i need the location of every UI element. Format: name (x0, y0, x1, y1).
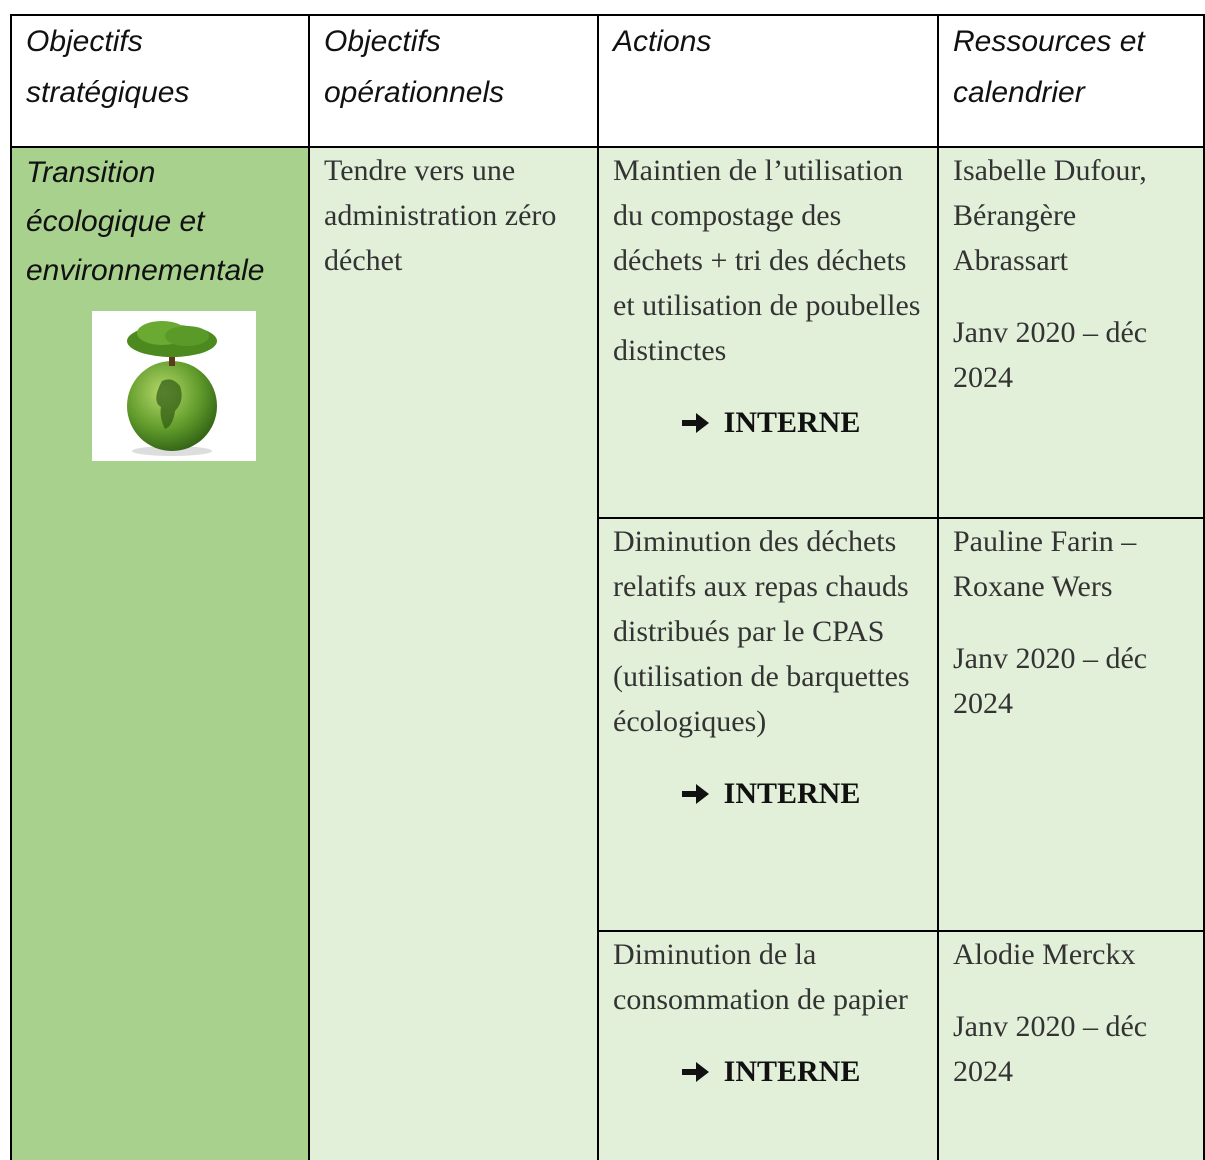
action-tag: INTERNE (613, 400, 927, 445)
action-cell: Diminution des déchets relatifs aux repa… (597, 517, 937, 930)
arrow-icon (681, 1061, 709, 1082)
calendar-text: Janv 2020 – déc 2024 (953, 642, 1148, 720)
action-text: Diminution des déchets relatifs aux repa… (613, 525, 910, 738)
tag-text: INTERNE (723, 406, 861, 439)
arrow-icon (681, 412, 709, 433)
resources-cell: Isabelle Dufour, Bérangère Abrassart Janv… (937, 146, 1205, 517)
resources-cell: Alodie Merckx Janv 2020 – déc 2024 (937, 930, 1205, 1160)
operational-text: Tendre vers une administration zéro déch… (324, 154, 557, 277)
header-cell: Objectifs stratégiques (10, 14, 308, 146)
globe-image (92, 311, 256, 461)
action-tag: INTERNE (613, 771, 927, 816)
action-cell: Maintien de l’utilisation du compostage … (597, 146, 937, 517)
action-cell: Diminution de la consommation de papier I… (597, 930, 937, 1160)
resources-cell: Pauline Farin – Roxane Wers Janv 2020 – d… (937, 517, 1205, 930)
header-cell: Ressources et calendrier (937, 14, 1205, 146)
tag-text: INTERNE (723, 777, 861, 810)
resources-text: Pauline Farin – Roxane Wers (953, 525, 1137, 603)
action-text: Maintien de l’utilisation du compostage … (613, 154, 921, 367)
resources-text: Isabelle Dufour, Bérangère Abrassart (953, 154, 1147, 277)
header-cell: Objectifs opérationnels (308, 14, 597, 146)
action-tag: INTERNE (613, 1049, 927, 1094)
resources-text: Alodie Merckx (953, 938, 1136, 971)
calendar-text: Janv 2020 – déc 2024 (953, 316, 1148, 394)
tag-text: INTERNE (723, 1055, 861, 1088)
action-text: Diminution de la consommation de papier (613, 938, 908, 1016)
operational-cell: Tendre vers une administration zéro déch… (308, 146, 597, 1160)
calendar-text: Janv 2020 – déc 2024 (953, 1010, 1148, 1088)
strategic-cell: Transition écologique et environnemental… (10, 146, 308, 1160)
header-cell: Actions (597, 14, 937, 146)
arrow-icon (681, 783, 709, 804)
strategic-text: Transition écologique et environnemental… (26, 156, 265, 287)
